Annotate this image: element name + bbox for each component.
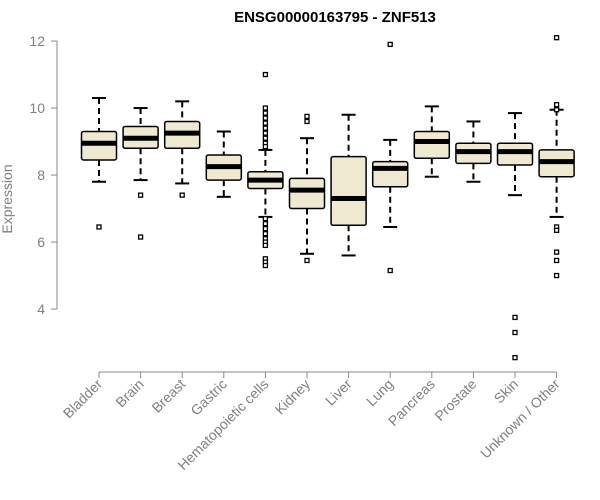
outlier-point [304,257,310,264]
box-iqr [288,177,326,210]
outlier-point [387,267,393,274]
outlier-point [262,225,269,232]
y-axis: 4 6 8 10 12 [29,33,58,317]
outlier-point [96,224,102,230]
box-iqr [80,130,118,161]
y-tick-label: 6 [37,234,45,250]
outlier-point [262,120,269,126]
outlier-point [262,125,269,131]
box-group [455,120,492,183]
outlier-point [553,107,560,113]
box-group [371,41,409,274]
outlier-point [262,231,269,237]
y-tick-label: 10 [29,100,45,116]
outlier-point [262,105,269,111]
outlier-point [512,329,518,336]
box-group [247,71,284,269]
boxes-group [80,35,575,361]
box-group [205,130,243,198]
outlier-point [262,130,269,136]
box-group [496,112,534,361]
outlier-point [553,257,560,264]
outlier-point [553,249,560,255]
outlier-point [137,192,144,198]
x-tick-label: Unknown / Other [477,376,563,462]
outlier-point [387,41,393,48]
outlier-point [553,227,560,233]
x-tick-label: Lung [363,376,396,409]
outlier-point [262,110,269,116]
y-axis-label: Expression [0,164,15,233]
box-iqr [413,130,451,160]
outlier-point [262,262,269,269]
outlier-point [262,143,269,150]
box-group [122,107,159,240]
outlier-point [262,215,269,222]
x-tick-label: Brain [112,376,146,410]
y-tick-label: 4 [37,301,45,317]
x-tick-label: Skin [491,376,522,407]
outlier-point [262,242,269,249]
x-tick-label: Bladder [60,376,106,422]
box-group [538,35,575,279]
box-iqr [330,155,367,227]
outlier-point [262,115,269,121]
box-group [80,97,118,230]
box-iqr [371,160,409,188]
x-tick-label: Breast [148,376,188,416]
outlier-point [553,35,560,41]
outlier-point [304,118,310,125]
outlier-point [304,113,310,120]
x-tick-label: Liver [322,376,355,409]
outlier-point [137,234,144,240]
outlier-point [553,272,560,279]
outlier-point [262,135,269,141]
box-group [413,105,451,178]
outlier-point [553,102,560,108]
chart-title: ENSG00000163795 - ZNF513 [234,9,436,26]
outlier-point [262,220,269,227]
x-tick-label: Prostate [431,376,479,424]
box-group [330,113,367,257]
box-group [288,113,326,264]
y-tick-label: 8 [37,167,45,183]
box-iqr [496,142,534,166]
outlier-point [512,314,518,321]
x-tick-label: Kidney [272,376,314,418]
outlier-point [179,192,185,198]
outlier-point [262,71,269,78]
y-tick-label: 12 [29,33,45,49]
outlier-point [512,354,518,361]
box-group [163,100,201,198]
